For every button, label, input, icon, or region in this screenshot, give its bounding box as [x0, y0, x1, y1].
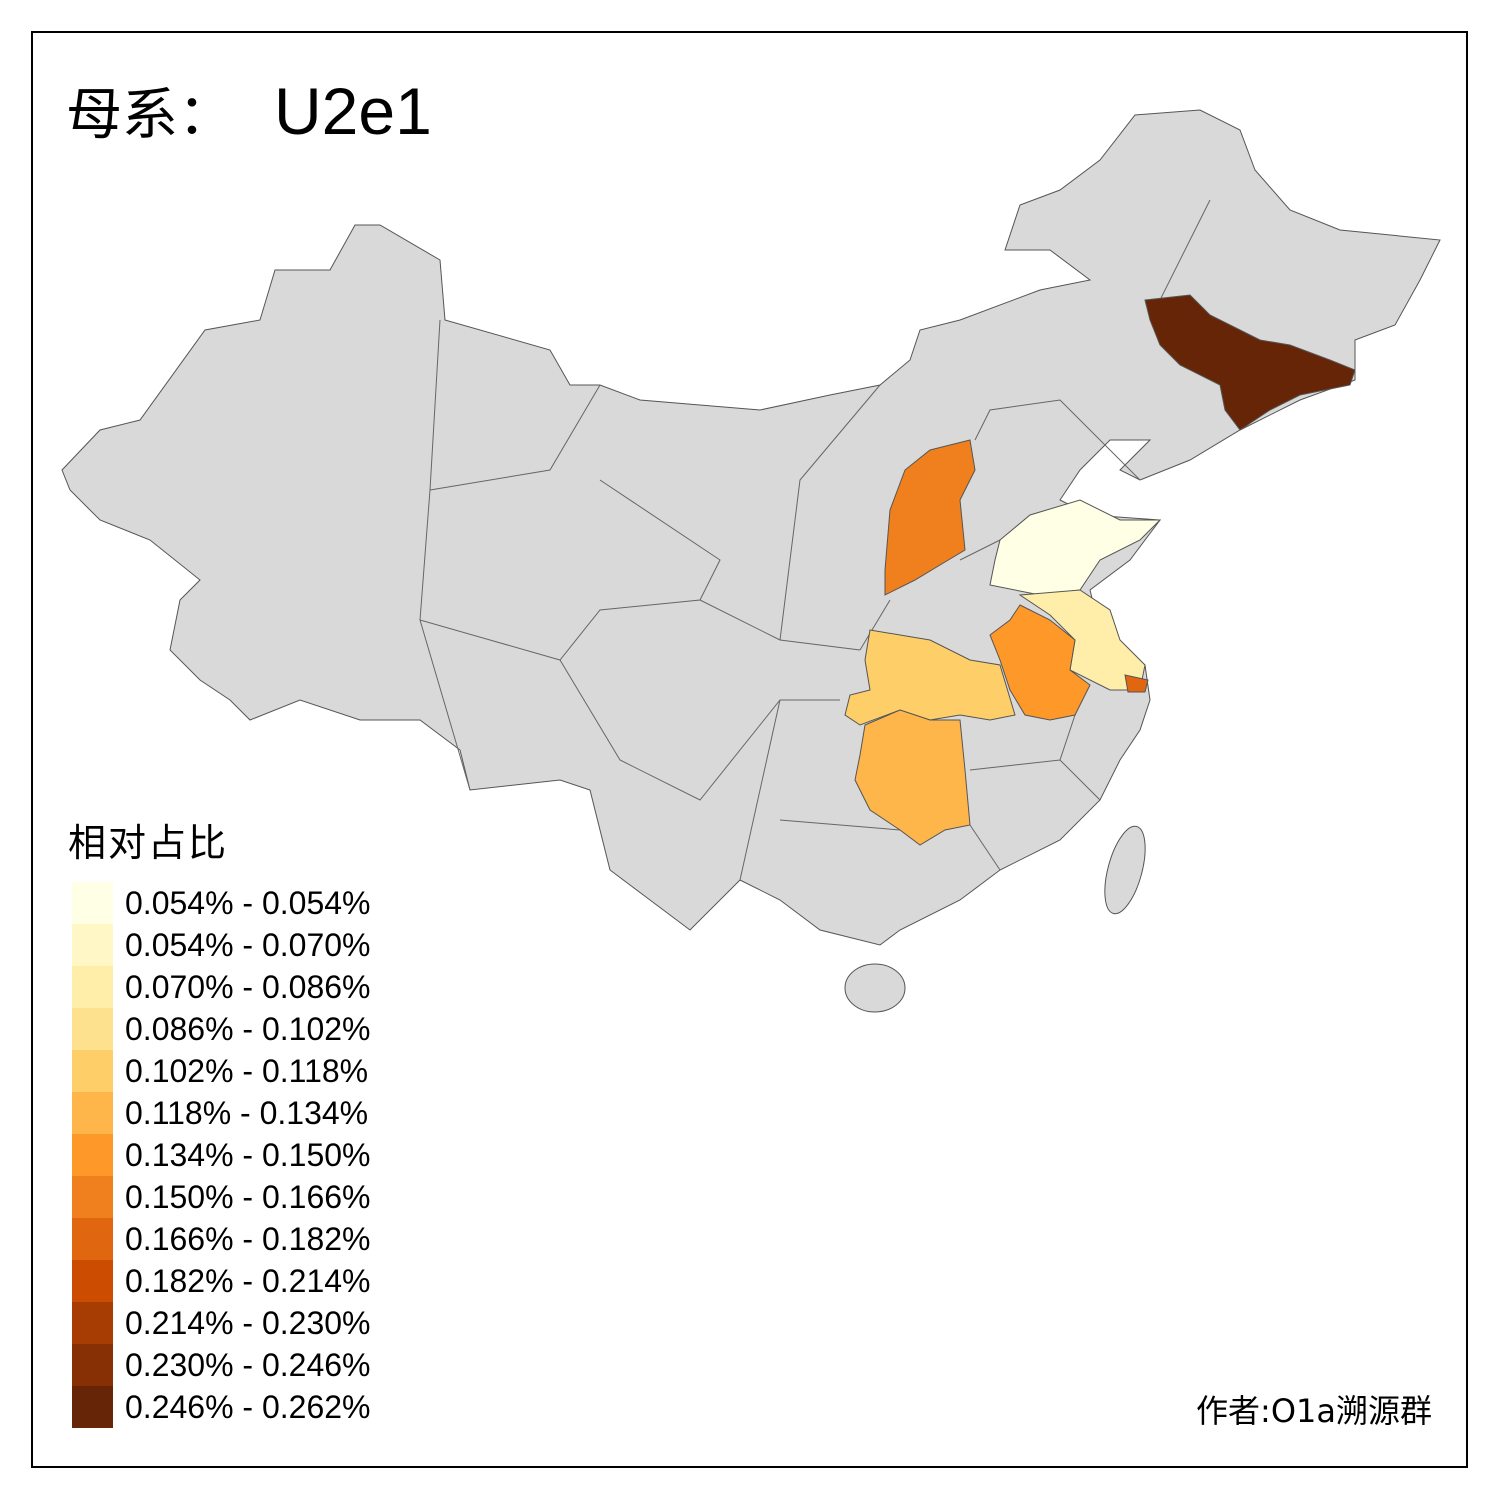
legend-label: 0.150% - 0.166% — [125, 1179, 371, 1215]
legend-swatch — [72, 1092, 113, 1134]
legend: 0.054% - 0.054% 0.054% - 0.070% 0.070% - 0… — [72, 882, 371, 1428]
legend-item: 0.150% - 0.166% — [72, 1176, 371, 1218]
legend-title: 相对占比 — [68, 821, 229, 865]
legend-item: 0.214% - 0.230% — [72, 1302, 371, 1344]
region-shandong — [989, 499, 1162, 596]
legend-label: 0.230% - 0.246% — [125, 1347, 371, 1383]
legend-label: 0.070% - 0.086% — [125, 969, 371, 1005]
title-prefix: 母系： — [66, 83, 234, 148]
legend-label: 0.086% - 0.102% — [125, 1011, 371, 1047]
author-credit: 作者:O1a溯源群 — [1196, 1392, 1432, 1430]
legend-label: 0.118% - 0.134% — [125, 1095, 369, 1131]
map-title: 母系： U2e1 — [66, 70, 432, 151]
legend-swatch — [72, 1176, 113, 1218]
legend-swatch — [72, 1302, 113, 1344]
legend-swatch — [72, 882, 113, 924]
region-shanghai — [1124, 674, 1149, 693]
legend-label: 0.102% - 0.118% — [125, 1053, 369, 1089]
legend-item: 0.070% - 0.086% — [72, 966, 371, 1008]
legend-item: 0.246% - 0.262% — [72, 1386, 371, 1428]
highlighted-regions — [844, 294, 1356, 846]
region-hunan — [854, 709, 971, 846]
legend-item: 0.054% - 0.070% — [72, 924, 371, 966]
legend-label: 0.182% - 0.214% — [125, 1263, 371, 1299]
province-borders — [419, 199, 1211, 881]
legend-label: 0.166% - 0.182% — [125, 1221, 371, 1257]
legend-label: 0.134% - 0.150% — [125, 1137, 371, 1173]
country-base — [61, 109, 1441, 1013]
legend-swatch — [72, 1344, 113, 1386]
legend-swatch — [72, 1050, 113, 1092]
legend-item: 0.230% - 0.246% — [72, 1344, 371, 1386]
region-shanxi — [884, 439, 976, 596]
legend-swatch — [72, 1386, 113, 1428]
legend-item: 0.102% - 0.118% — [72, 1050, 371, 1092]
region-jilin — [1144, 294, 1356, 431]
legend-swatch — [72, 924, 113, 966]
legend-item: 0.086% - 0.102% — [72, 1008, 371, 1050]
legend-item: 0.134% - 0.150% — [72, 1134, 371, 1176]
taiwan-island — [1104, 825, 1146, 915]
plot-border — [31, 31, 1468, 1468]
hainan-island — [844, 963, 906, 1013]
legend-swatch — [72, 1134, 113, 1176]
legend-swatch — [72, 1218, 113, 1260]
legend-item: 0.182% - 0.214% — [72, 1260, 371, 1302]
title-haplogroup: U2e1 — [274, 74, 432, 148]
legend-label: 0.054% - 0.070% — [125, 927, 371, 963]
legend-swatch — [72, 1260, 113, 1302]
legend-label: 0.214% - 0.230% — [125, 1305, 371, 1341]
region-anhui — [989, 604, 1091, 721]
legend-swatch — [72, 966, 113, 1008]
legend-swatch — [72, 1008, 113, 1050]
legend-item: 0.166% - 0.182% — [72, 1218, 371, 1260]
legend-item: 0.054% - 0.054% — [72, 882, 371, 924]
legend-label: 0.246% - 0.262% — [125, 1389, 371, 1425]
legend-label: 0.054% - 0.054% — [125, 885, 371, 921]
china-mainland — [61, 109, 1441, 946]
legend-item: 0.118% - 0.134% — [72, 1092, 371, 1134]
